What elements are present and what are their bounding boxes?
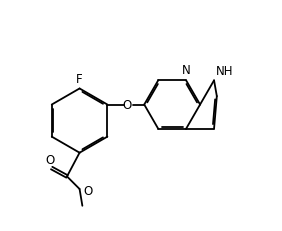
Text: O: O [46, 153, 55, 166]
Text: O: O [83, 184, 92, 197]
Text: NH: NH [216, 65, 234, 78]
Text: F: F [76, 73, 83, 86]
Text: N: N [182, 64, 191, 77]
Text: O: O [123, 99, 132, 112]
